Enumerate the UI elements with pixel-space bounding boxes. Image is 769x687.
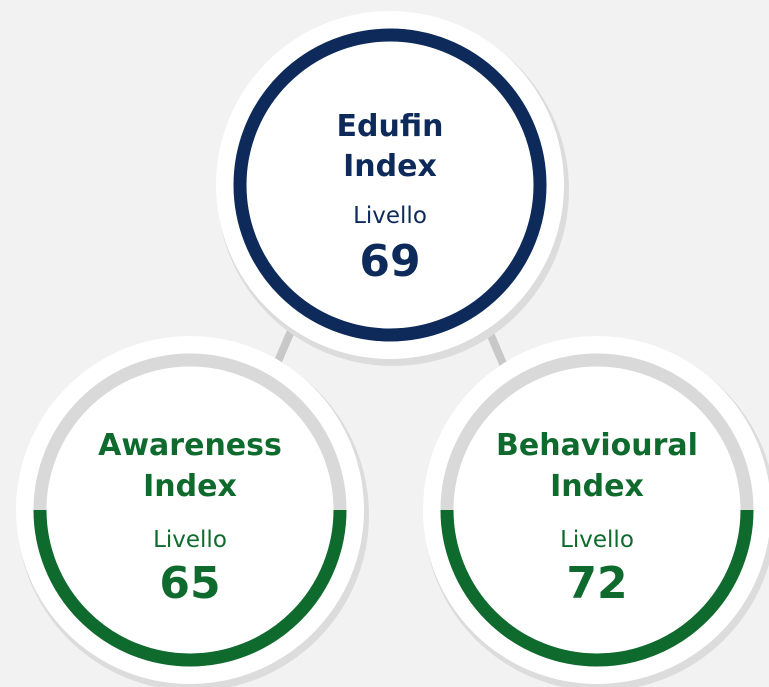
label: Livello	[153, 527, 227, 553]
label: Livello	[560, 527, 634, 553]
title: Index	[343, 149, 437, 184]
disk	[423, 336, 769, 684]
node-top: Edufin Index Livello 69	[216, 11, 569, 366]
ring-fill	[440, 509, 754, 667]
title: Awareness	[98, 428, 282, 463]
ring-fill	[33, 509, 347, 667]
disk	[216, 11, 564, 359]
title: Index	[550, 469, 644, 504]
node-bottom-right: Behavioural Index Livello 72	[423, 336, 769, 687]
title: Index	[143, 469, 237, 504]
title: Behavioural	[496, 428, 698, 463]
title: Edufin	[337, 109, 444, 144]
node-bottom-left: Awareness Index Livello 65	[16, 336, 369, 687]
label: Livello	[353, 203, 427, 229]
disk	[16, 336, 364, 684]
ring	[233, 28, 547, 342]
value: 69	[359, 236, 420, 287]
value: 65	[159, 558, 220, 609]
value: 72	[566, 558, 627, 609]
